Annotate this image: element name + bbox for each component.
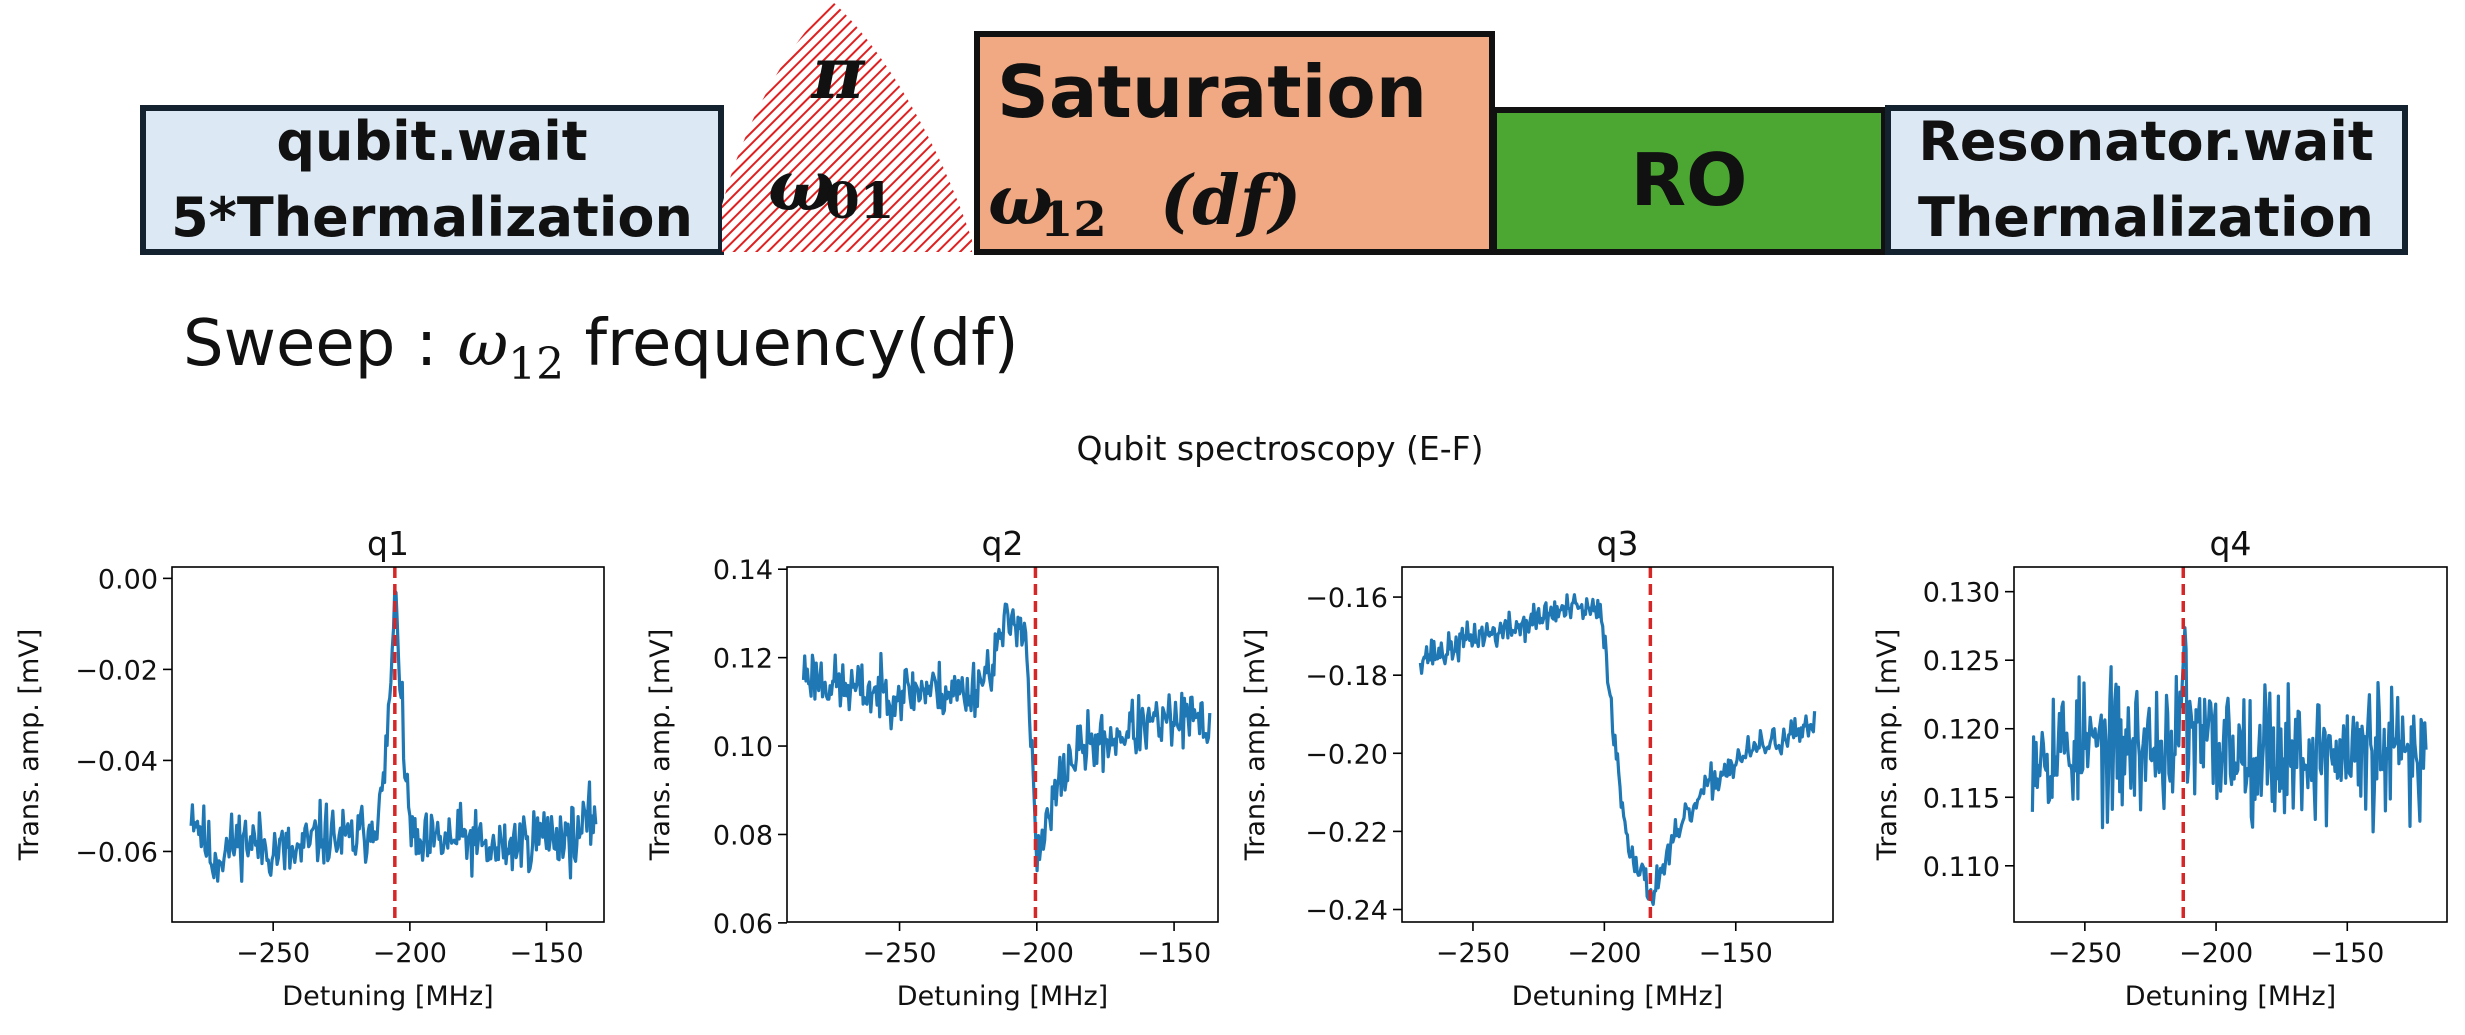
x-tick-label: −150 — [1137, 938, 1211, 969]
chart-q2: −250 −200 −150 0.14 0.12 0.10 0.08 0.06 q2 Detuni… — [645, 524, 1219, 1012]
x-axis-label: Detuning [MHz] — [897, 981, 1108, 1012]
y-tick-label: −0.04 — [75, 746, 158, 777]
chart-title: q4 — [2210, 524, 2252, 563]
chart-title: q3 — [1597, 524, 1639, 563]
chart-title: q1 — [367, 524, 409, 563]
x-tick-label: −200 — [1000, 938, 1074, 969]
chart-q3: −250 −200 −150 −0.16 −0.18 −0.20 −0.22 −0.24 q3 D… — [1240, 524, 1834, 1012]
sweep-suffix: frequency(df) — [564, 307, 1018, 381]
y-tick-label: 0.06 — [713, 909, 773, 940]
y-axis-label: Trans. amp. [mV] — [1240, 629, 1271, 862]
chart-title: q2 — [982, 524, 1024, 563]
y-axis-label: Trans. amp. [mV] — [14, 629, 45, 862]
chart-q4: −250 −200 −150 0.130 0.125 0.120 0.115 0.110 q4 D… — [1872, 524, 2448, 1012]
omega12-symbol: ω — [988, 161, 1053, 241]
spectroscopy-charts: −250 −200 −150 0.00 −0.02 −0.04 −0.06 q1 Detunin… — [14, 524, 2448, 1012]
series-line — [189, 589, 598, 883]
plot-frame — [2013, 566, 2448, 923]
x-tick-label: −200 — [2179, 938, 2253, 969]
series-line — [2030, 626, 2428, 834]
x-tick-label: −250 — [2048, 938, 2122, 969]
saturation-label: Saturation — [997, 50, 1427, 134]
x-tick-label: −150 — [1699, 938, 1773, 969]
readout-block: RO — [1491, 107, 1887, 255]
y-tick-label: 0.10 — [713, 732, 773, 763]
resonator-wait-line2: Thermalization — [1918, 186, 2374, 249]
x-tick-label: −250 — [862, 938, 936, 969]
y-tick-label: −0.20 — [1305, 739, 1388, 770]
qubit-wait-block: qubit.wait 5*Thermalization — [140, 105, 724, 255]
y-tick-label: −0.16 — [1305, 583, 1388, 614]
x-tick-label: −250 — [1436, 938, 1510, 969]
x-tick-label: −200 — [373, 938, 447, 969]
y-tick-label: 0.130 — [1923, 578, 2000, 609]
figure-title: Qubit spectroscopy (E-F) — [1077, 429, 1484, 468]
sweep-omega-subscript: 12 — [508, 339, 564, 390]
y-tick-label: 0.08 — [713, 820, 773, 851]
resonator-wait-line1: Resonator.wait — [1918, 110, 2373, 173]
y-tick-label: −0.24 — [1305, 896, 1388, 927]
y-axis-label: Trans. amp. [mV] — [645, 629, 676, 862]
y-tick-label: 0.115 — [1923, 783, 2000, 814]
x-axis-label: Detuning [MHz] — [282, 981, 493, 1012]
y-tick-label: 0.125 — [1923, 646, 2000, 677]
qubit-wait-line2: 5*Thermalization — [171, 186, 693, 249]
series-line — [1418, 593, 1817, 906]
x-axis-label: Detuning [MHz] — [1512, 981, 1723, 1012]
x-tick-label: −250 — [236, 938, 310, 969]
y-tick-label: −0.02 — [75, 655, 158, 686]
x-tick-label: −200 — [1567, 938, 1641, 969]
plot-frame — [171, 566, 605, 923]
qubit-wait-line1: qubit.wait — [276, 110, 587, 173]
y-axis-label: Trans. amp. [mV] — [1872, 629, 1903, 862]
y-tick-label: 0.00 — [98, 564, 158, 595]
x-tick-label: −150 — [2310, 938, 2384, 969]
pi-pulse: π ω 01 — [722, 2, 972, 252]
x-axis-label: Detuning [MHz] — [2125, 981, 2336, 1012]
omega01-subscript: 01 — [825, 171, 895, 230]
y-tick-label: −0.06 — [75, 837, 158, 868]
pi-symbol: π — [810, 30, 866, 115]
y-tick-label: 0.12 — [713, 644, 773, 675]
sweep-label: Sweep : ω12 frequency(df) — [183, 307, 1019, 390]
omega12-subscript: 12 — [1040, 192, 1107, 248]
plot-frame — [786, 566, 1219, 923]
sweep-prefix: Sweep : — [183, 307, 458, 381]
resonator-wait-block: Resonator.wait Thermalization — [1885, 105, 2408, 255]
y-tick-label: 0.110 — [1923, 852, 2000, 883]
chart-q1: −250 −200 −150 0.00 −0.02 −0.04 −0.06 q1 Detunin… — [14, 524, 605, 1012]
y-tick-label: 0.120 — [1923, 715, 2000, 746]
df-paren: (df) — [1160, 161, 1301, 241]
readout-label: RO — [1631, 138, 1748, 222]
series-line — [801, 602, 1212, 873]
plot-frame — [1401, 566, 1834, 923]
y-tick-label: −0.22 — [1305, 817, 1388, 848]
svg-text:Sweep : ω12 frequency(df): Sweep : ω12 frequency(df) — [183, 307, 1019, 390]
omega01-symbol: ω — [768, 144, 835, 227]
x-tick-label: −150 — [509, 938, 583, 969]
saturation-block: Saturation ω 12 (df) — [974, 31, 1495, 255]
y-tick-label: −0.18 — [1305, 661, 1388, 692]
sweep-omega-symbol: ω — [458, 307, 509, 380]
y-tick-label: 0.14 — [713, 555, 773, 586]
pulse-sequence: qubit.wait 5*Thermalization π ω 01 Satur… — [140, 2, 2408, 255]
